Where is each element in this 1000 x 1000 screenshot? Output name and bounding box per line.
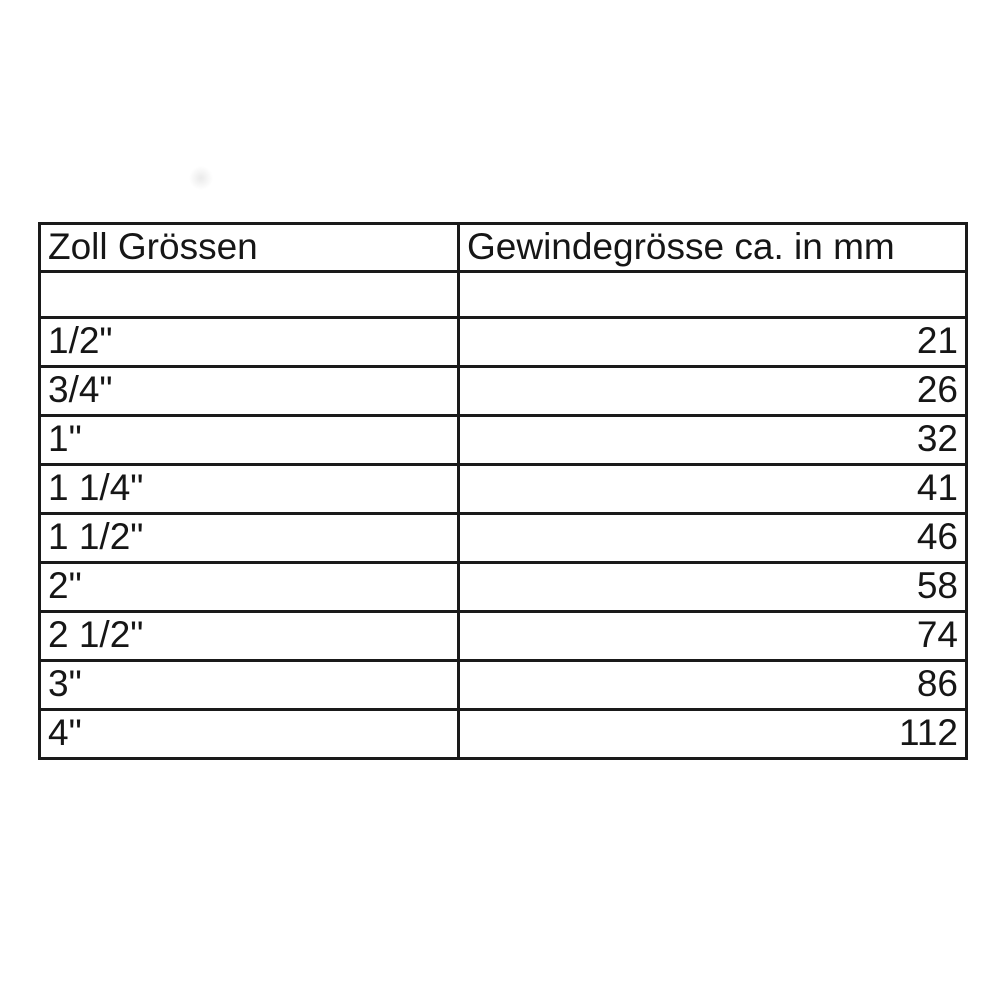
- zoll-cell: 4": [38, 708, 460, 760]
- mm-cell: 41: [457, 463, 968, 515]
- empty-cell: [38, 270, 460, 319]
- mm-cell: 21: [457, 316, 968, 368]
- zoll-cell: 1/2": [38, 316, 460, 368]
- table-row: 4" 112: [38, 708, 968, 760]
- zoll-cell: 1 1/2": [38, 512, 460, 564]
- table-row: 2" 58: [38, 561, 968, 613]
- mm-cell: 112: [457, 708, 968, 760]
- table-row: 2 1/2" 74: [38, 610, 968, 662]
- table-row: 1 1/2" 46: [38, 512, 968, 564]
- table-row: 1 1/4" 41: [38, 463, 968, 515]
- zoll-cell: 2": [38, 561, 460, 613]
- col-header-zoll: Zoll Grössen: [38, 222, 460, 273]
- watermark-artifact: [188, 165, 214, 191]
- zoll-cell: 1": [38, 414, 460, 466]
- mm-cell: 32: [457, 414, 968, 466]
- table-row: 1" 32: [38, 414, 968, 466]
- zoll-cell: 2 1/2": [38, 610, 460, 662]
- mm-cell: 26: [457, 365, 968, 417]
- col-header-mm: Gewindegrösse ca. in mm: [457, 222, 968, 273]
- mm-cell: 74: [457, 610, 968, 662]
- empty-cell: [457, 270, 968, 319]
- zoll-cell: 3/4": [38, 365, 460, 417]
- zoll-cell: 1 1/4": [38, 463, 460, 515]
- table-row: 3/4" 26: [38, 365, 968, 417]
- mm-cell: 46: [457, 512, 968, 564]
- mm-cell: 58: [457, 561, 968, 613]
- table-row: 1/2" 21: [38, 316, 968, 368]
- table-row: 3" 86: [38, 659, 968, 711]
- mm-cell: 86: [457, 659, 968, 711]
- thread-size-table: Zoll Grössen Gewindegrösse ca. in mm 1/2…: [38, 222, 968, 760]
- header-row: Zoll Grössen Gewindegrösse ca. in mm: [38, 222, 968, 273]
- empty-row: [38, 270, 968, 319]
- zoll-cell: 3": [38, 659, 460, 711]
